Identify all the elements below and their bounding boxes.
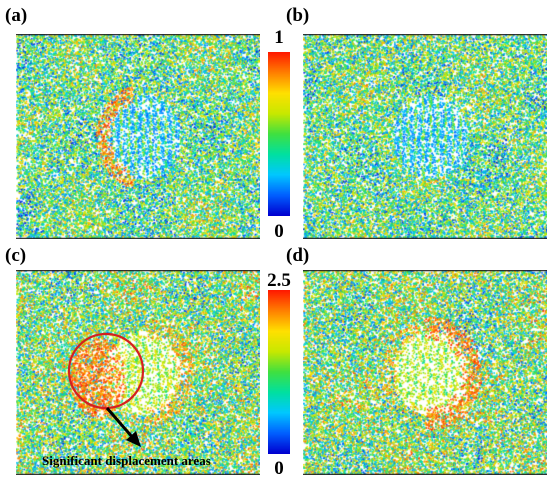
colorbar-top-min-label: 0 <box>274 221 284 242</box>
colorbar-bottom <box>268 290 290 454</box>
panel-b-displacement-map <box>303 34 547 239</box>
panel-a-displacement-map <box>16 34 260 239</box>
colorbar-bottom-min-label: 0 <box>274 458 284 479</box>
colorbar-bottom-max-label: 2.5 <box>267 270 291 291</box>
panel-d-label: (d) <box>286 245 310 266</box>
panel-c-displacement-map <box>16 270 260 475</box>
annotation-text: Significant displacement areas <box>42 453 211 468</box>
panel-a-label: (a) <box>5 5 28 26</box>
colorbar-top-max-label: 1 <box>274 27 284 48</box>
panel-b-label: (b) <box>286 5 310 26</box>
panel-d-displacement-map <box>303 270 547 475</box>
panel-c-label: (c) <box>5 245 27 266</box>
colorbar-top <box>268 52 290 216</box>
